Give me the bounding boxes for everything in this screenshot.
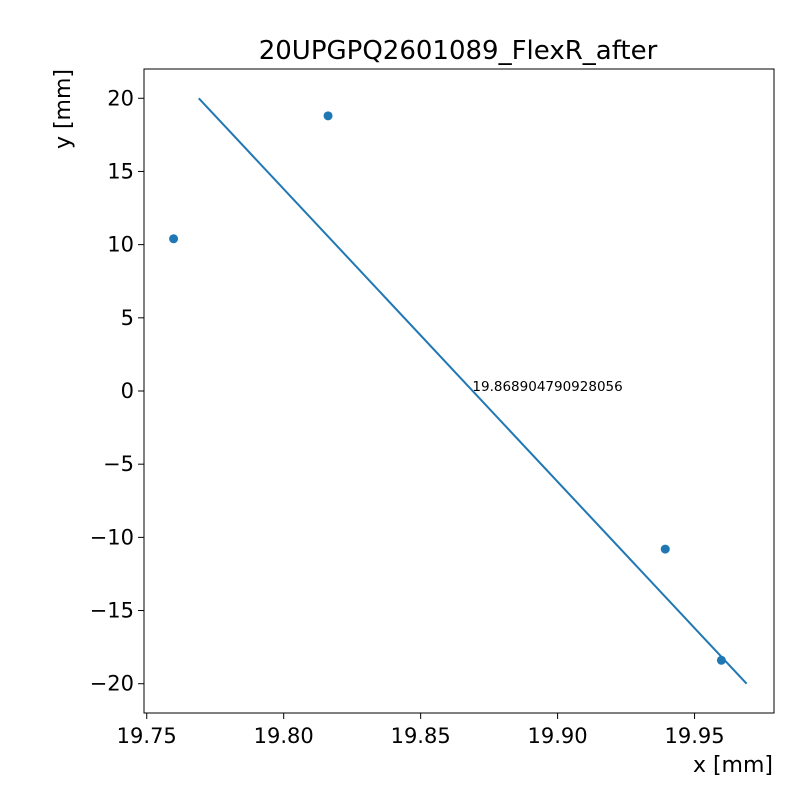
y-tick-label: 10 — [107, 233, 134, 257]
x-axis-label: x [mm] — [693, 753, 773, 778]
y-tick-label: −10 — [90, 525, 134, 549]
data-point — [716, 655, 726, 665]
y-tick-label: −15 — [90, 599, 134, 623]
data-point — [169, 234, 179, 244]
x-tick-label: 19.90 — [528, 724, 588, 748]
plot-frame — [143, 68, 775, 714]
y-tick-label: −5 — [103, 452, 134, 476]
y-axis-label: y [mm] — [51, 69, 76, 149]
x-tick-label: 19.85 — [391, 724, 451, 748]
data-point — [323, 111, 333, 121]
fit-annotation: 19.868904790928056 — [472, 379, 622, 395]
x-tick-label: 19.75 — [117, 724, 177, 748]
chart-title: 20UPGPQ2601089_FlexR_after — [259, 36, 658, 66]
data-point — [660, 544, 670, 554]
y-tick-label: 20 — [107, 86, 134, 110]
x-tick-label: 19.80 — [254, 724, 314, 748]
x-tick-label: 19.95 — [665, 724, 725, 748]
y-tick-label: −20 — [90, 672, 134, 696]
y-tick-label: 15 — [107, 159, 134, 183]
fit-line — [198, 97, 748, 685]
y-tick-label: 5 — [121, 306, 134, 330]
y-tick-label: 0 — [121, 379, 134, 403]
